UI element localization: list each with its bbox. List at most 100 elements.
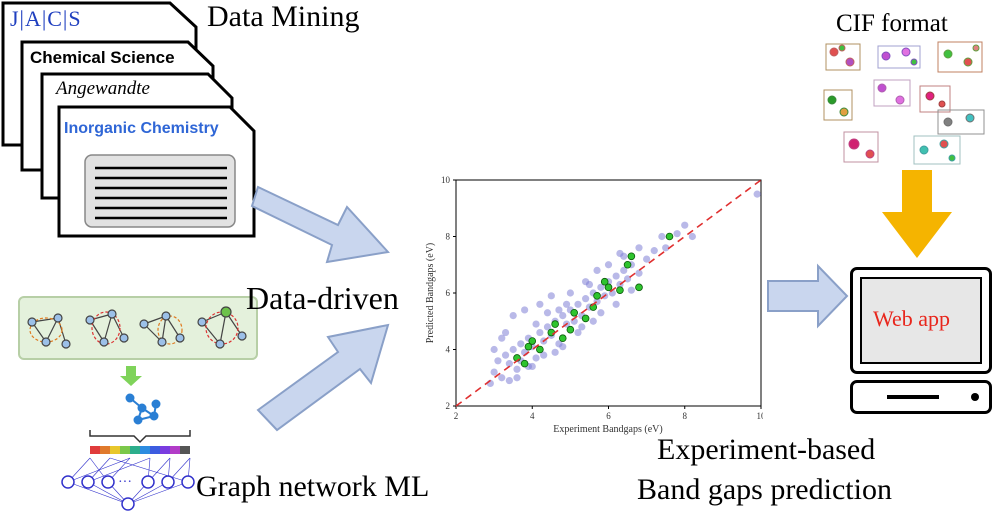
scatter-point: [620, 266, 628, 274]
scatter-point-highlight: [623, 260, 632, 269]
y-tick-label: 10: [441, 175, 451, 185]
crystal-structure-2: [877, 45, 921, 69]
scatter-point: [505, 376, 513, 385]
scatter-point-highlight: [581, 314, 590, 323]
arrow-down-right-icon: [250, 185, 390, 264]
brace: [89, 430, 191, 444]
arrow-right-icon: [767, 263, 849, 329]
y-tick-label: 6: [446, 288, 451, 298]
scatter-point: [753, 190, 761, 198]
scatter-point: [574, 328, 582, 337]
scatter-point: [673, 230, 681, 238]
power-button-icon: [971, 393, 979, 401]
scatter-point-highlight: [627, 252, 636, 261]
journal-chemical-science-label: Chemical Science: [30, 48, 175, 67]
chart-points: [486, 190, 761, 387]
web-app-label: Web app: [873, 306, 951, 331]
scatter-point: [582, 295, 590, 303]
journal-angewandte-label: Angewandte: [56, 78, 150, 99]
scatter-point: [513, 374, 521, 382]
crystal-structure-9: [913, 135, 961, 165]
chart-ticks: 2 4 6 8 10 2 4 6 8 10: [441, 175, 763, 421]
caption-line-1: Experiment-based: [657, 433, 876, 466]
bandgap-scatter-chart: 2 4 6 8 10 2 4 6 8 10 Experiment Bandgaps (eV) Pr…: [425, 175, 763, 435]
scatter-point: [616, 249, 624, 258]
neural-net-ellipsis: ···: [118, 475, 132, 490]
graph-motif-1: [27, 313, 71, 349]
scatter-point: [597, 309, 605, 317]
document-lines: [95, 166, 227, 220]
crystal-structure-8: [843, 131, 879, 163]
scatter-point: [643, 255, 651, 263]
graph-motif-2: [85, 309, 129, 347]
scatter-point: [543, 323, 552, 331]
scatter-point-highlight: [536, 345, 544, 354]
document-lines-box: [84, 154, 236, 228]
crystal-structure-1: [825, 43, 861, 71]
scatter-point: [547, 292, 555, 300]
scatter-point: [494, 357, 502, 365]
caption-line-2: Band gaps prediction: [637, 473, 892, 506]
chart-xlabel: Experiment Bandgaps (eV): [553, 424, 662, 435]
scatter-point-highlight: [600, 277, 609, 286]
scatter-point: [650, 247, 658, 255]
scatter-point: [498, 334, 506, 342]
scatter-point: [540, 351, 548, 359]
scatter-point: [559, 343, 567, 351]
feature-vector: [90, 446, 190, 454]
scatter-point-highlight: [616, 286, 624, 294]
graph-motif-4: [197, 306, 247, 349]
scatter-point-highlight: [566, 325, 575, 334]
arrow-up-right-icon: [256, 323, 390, 432]
scatter-point-highlight: [593, 292, 601, 300]
scatter-point: [509, 345, 517, 354]
scatter-point: [658, 232, 666, 241]
chart-ylabel: Predicted Bandgaps (eV): [425, 243, 436, 344]
scatter-point: [681, 221, 689, 229]
journal-inorganic-chemistry-label: Inorganic Chemistry: [64, 120, 219, 137]
scatter-point: [597, 283, 605, 291]
scatter-point: [513, 365, 521, 373]
scatter-point: [562, 300, 571, 308]
scatter-point: [604, 261, 613, 269]
crystal-structures: [823, 41, 985, 165]
monitor-screen: [860, 277, 982, 364]
journal-stack: J|A|C|S Chemical Science Angewandte Inor…: [0, 0, 270, 240]
scatter-point: [501, 328, 510, 337]
y-tick-label: 4: [446, 345, 451, 355]
x-tick-label: 4: [530, 411, 535, 421]
computer-monitor: Web app: [850, 267, 992, 374]
scatter-point-highlight: [524, 342, 533, 351]
y-tick-label: 8: [446, 232, 451, 242]
scatter-point: [501, 351, 510, 359]
journal-stack-svg: [1, 1, 256, 238]
cif-format-label: CIF format: [836, 10, 948, 37]
crystal-structure-5: [873, 79, 911, 107]
neural-net-nodes: [61, 475, 195, 511]
scatter-point: [532, 354, 540, 362]
scatter-point: [635, 269, 643, 277]
scatter-point: [536, 328, 544, 337]
scatter-point-highlight: [558, 334, 567, 343]
scatter-point: [585, 280, 594, 289]
graph-network-panel: [18, 296, 258, 360]
scatter-point: [505, 360, 513, 368]
scatter-point-highlight: [551, 320, 559, 328]
scatter-point: [521, 306, 529, 314]
y-tick-label: 2: [446, 401, 451, 411]
scatter-point: [566, 289, 574, 297]
scatter-point-highlight: [570, 308, 578, 317]
scatter-point: [574, 300, 582, 308]
crystal-structure-4: [823, 89, 853, 121]
scatter-point: [532, 320, 540, 328]
data-driven-label: Data-driven: [246, 280, 399, 316]
scatter-point-highlight: [528, 337, 537, 345]
graph-network-diagram: ···: [61, 366, 195, 511]
chart-reference-line: [455, 179, 762, 407]
scatter-point: [490, 345, 498, 354]
scatter-point: [627, 286, 635, 294]
down-arrow-icon: [120, 366, 142, 386]
scatter-point: [612, 300, 620, 308]
scatter-point: [593, 266, 601, 274]
scatter-point: [498, 374, 506, 382]
